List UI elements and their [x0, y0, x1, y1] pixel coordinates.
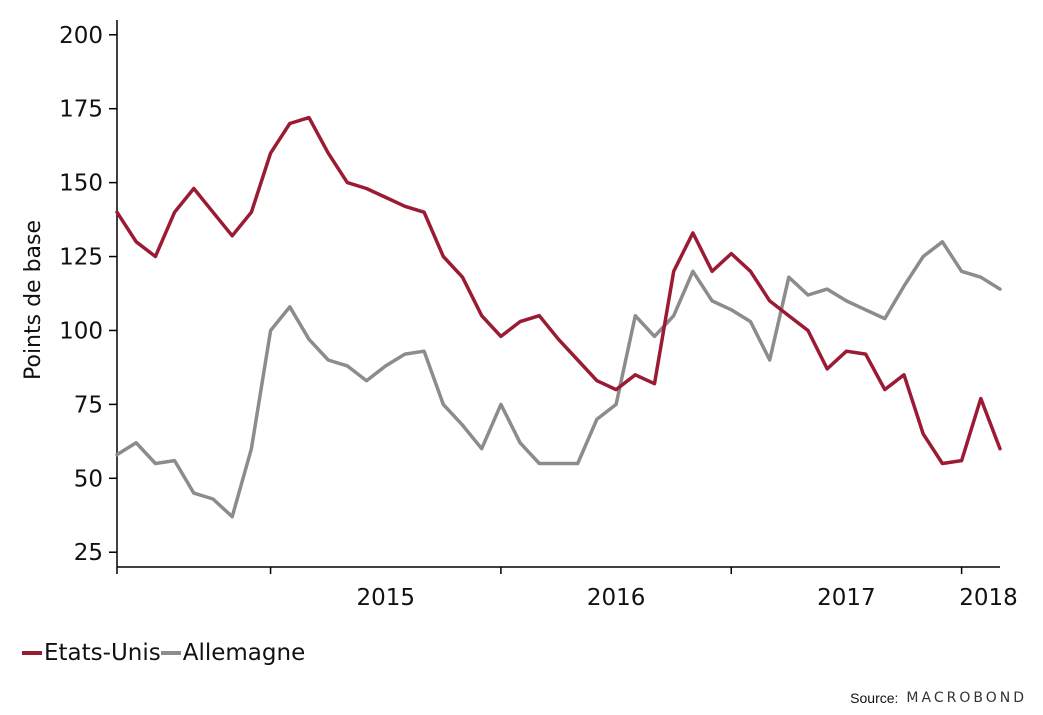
source-label: Source: [850, 690, 899, 706]
y-tick-label: 150 [59, 171, 103, 197]
legend: Etats-Unis Allemagne [22, 640, 305, 666]
legend-swatch-allemagne [160, 651, 181, 655]
series-line-etats-unis [115, 115, 1002, 466]
y-tick-label: 175 [59, 97, 103, 123]
series-line-allemagne [115, 240, 1002, 519]
y-tick-label: 50 [74, 466, 103, 492]
y-axis-title: Points de base [21, 220, 46, 380]
x-tick-label: 2018 [959, 585, 1018, 611]
x-tick-label: 2016 [587, 585, 646, 611]
x-tick-label: 2017 [817, 585, 876, 611]
x-tick-label: 2015 [356, 585, 415, 611]
legend-swatch-etats-unis [22, 651, 42, 655]
y-tick-label: 75 [74, 392, 103, 418]
y-tick-label: 200 [59, 23, 103, 49]
source-note: Source: MACROBOND [850, 690, 1027, 706]
y-tick-label: 100 [59, 318, 103, 344]
chart: 25 50 75 100 125 150 175 200 2015 2016 2017 2018 P… [21, 20, 1018, 611]
y-tick-label: 25 [74, 540, 103, 566]
macrobond-logo: MACROBOND [906, 690, 1027, 706]
y-axis: 25 50 75 100 125 150 175 200 [59, 20, 118, 567]
plot-lines [115, 115, 1002, 519]
legend-label-etats-unis: Etats-Unis [44, 640, 161, 666]
legend-item-allemagne: Allemagne [160, 640, 306, 666]
y-tick-label: 125 [59, 245, 103, 271]
x-axis: 2015 2016 2017 2018 [116, 566, 1018, 611]
legend-item-etats-unis: Etats-Unis [22, 640, 161, 666]
legend-label-allemagne: Allemagne [182, 640, 306, 666]
